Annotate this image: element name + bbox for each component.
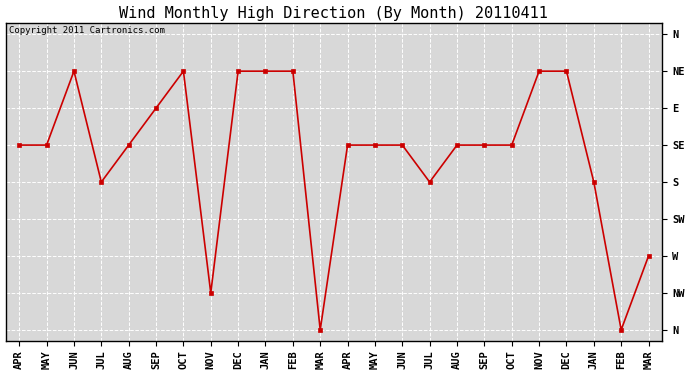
Text: Copyright 2011 Cartronics.com: Copyright 2011 Cartronics.com xyxy=(9,26,165,35)
Title: Wind Monthly High Direction (By Month) 20110411: Wind Monthly High Direction (By Month) 2… xyxy=(119,6,549,21)
